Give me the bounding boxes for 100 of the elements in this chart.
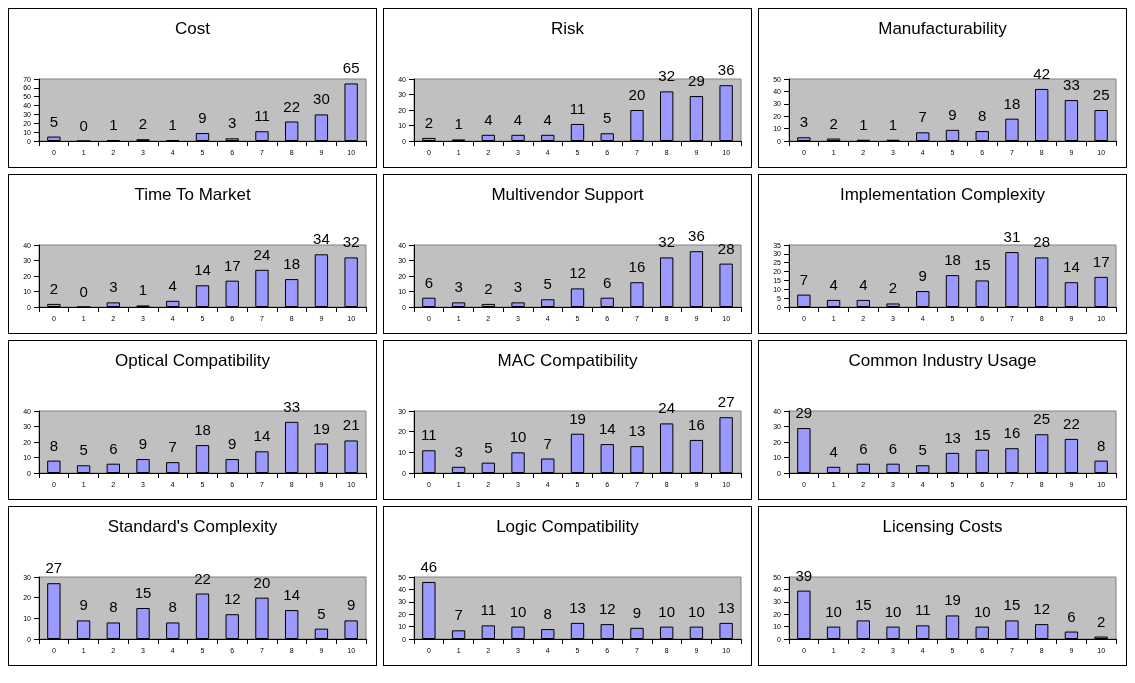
data-label: 8 [109, 598, 118, 616]
data-label: 12 [569, 264, 586, 282]
data-label: 3 [228, 114, 237, 132]
data-label: 4 [829, 442, 838, 460]
data-label: 6 [424, 273, 434, 291]
data-label: 15 [973, 425, 991, 443]
data-label: 6 [859, 439, 868, 457]
data-label: 15 [854, 596, 872, 614]
data-label: 0 [79, 282, 88, 300]
data-label: 27 [45, 559, 63, 577]
data-label: 33 [283, 397, 301, 415]
data-label: 13 [628, 422, 646, 440]
data-label: 2 [484, 279, 493, 297]
data-label: 12 [223, 590, 241, 608]
data-label: 22 [194, 569, 211, 587]
data-label: 7 [454, 606, 463, 624]
data-label: 13 [944, 428, 961, 446]
data-label: 6 [1067, 607, 1076, 625]
chart-title: Implementation Complexity [839, 185, 1046, 204]
data-label: 13 [569, 598, 586, 616]
data-label: 25 [1092, 86, 1110, 103]
data-label: 13 [717, 598, 735, 616]
data-label: 28 [1033, 233, 1051, 251]
data-label: 1 [138, 281, 148, 299]
data-label: 24 [253, 245, 271, 263]
data-label: 10 [973, 602, 991, 620]
data-label: 36 [688, 227, 705, 245]
chart-title: Optical Compatibility [115, 351, 271, 370]
data-label: 12 [598, 600, 616, 618]
data-label: 1 [109, 116, 118, 134]
data-label: 22 [1063, 414, 1080, 432]
data-label: 2 [829, 114, 838, 132]
chart-title: Risk [550, 19, 585, 38]
data-label: 9 [918, 267, 927, 285]
data-label: 12 [1033, 600, 1051, 618]
data-label: 11 [569, 99, 586, 117]
data-label: 16 [628, 258, 646, 276]
data-label: 10 [884, 602, 902, 620]
chart-title: Cost [175, 19, 211, 38]
data-label: 9 [228, 435, 237, 453]
data-label: 7 [168, 438, 177, 456]
data-label: 4 [859, 275, 868, 293]
data-label: 0 [79, 116, 88, 134]
data-label: 8 [978, 107, 987, 125]
data-label: 3 [454, 442, 463, 460]
data-label: 10 [825, 602, 842, 620]
data-label: 6 [109, 439, 118, 457]
data-label: 2 [888, 279, 898, 297]
data-label: 10 [509, 428, 527, 446]
data-label: 8 [49, 436, 59, 454]
data-label: 15 [134, 584, 152, 601]
chart-title: Licensing Costs [882, 517, 1003, 536]
data-label: 5 [317, 604, 326, 622]
chart-title: MAC Compatibility [497, 351, 638, 370]
data-label: 4 [543, 110, 552, 128]
data-label: 10 [658, 602, 676, 620]
data-label: 7 [543, 434, 552, 452]
data-label: 19 [313, 419, 330, 437]
data-label: 4 [513, 110, 523, 128]
data-label: 5 [49, 112, 59, 130]
data-label: 3 [454, 278, 463, 296]
data-label: 34 [313, 230, 330, 248]
data-label: 3 [799, 113, 809, 131]
data-label: 8 [543, 605, 552, 623]
data-label: 20 [628, 86, 646, 103]
data-label: 5 [918, 441, 927, 459]
data-label: 2 [424, 113, 434, 131]
data-label: 14 [194, 261, 211, 279]
data-label: 18 [194, 421, 211, 439]
data-label: 25 [1033, 410, 1051, 428]
data-label: 11 [421, 426, 437, 444]
data-label: 11 [914, 601, 931, 619]
data-label: 1 [168, 116, 177, 134]
data-label: 19 [569, 409, 586, 427]
data-label: 21 [342, 416, 360, 434]
data-label: 39 [795, 566, 813, 584]
data-label: 9 [79, 596, 88, 614]
data-label: 29 [688, 72, 705, 90]
data-label: 5 [543, 275, 552, 293]
data-label: 18 [944, 251, 961, 269]
data-label: 19 [944, 591, 961, 609]
data-label: 30 [313, 90, 330, 108]
data-label: 29 [795, 404, 813, 422]
data-label: 7 [918, 108, 927, 126]
data-label: 18 [283, 255, 301, 273]
data-label: 6 [888, 439, 898, 457]
data-label: 8 [1096, 436, 1106, 454]
data-label: 2 [138, 115, 148, 133]
data-label: 42 [1033, 64, 1051, 82]
data-label: 32 [658, 67, 676, 85]
data-label: 14 [598, 420, 616, 438]
data-label: 16 [688, 415, 705, 433]
data-label: 17 [1092, 252, 1110, 270]
chart-title: Multivendor Support [491, 185, 644, 204]
data-label: 24 [658, 399, 676, 417]
chart-title: Logic Compatibility [496, 517, 640, 536]
chart-title: Manufacturability [878, 19, 1008, 38]
data-label: 9 [948, 105, 957, 123]
data-label: 9 [346, 596, 356, 614]
data-label: 17 [223, 256, 241, 274]
